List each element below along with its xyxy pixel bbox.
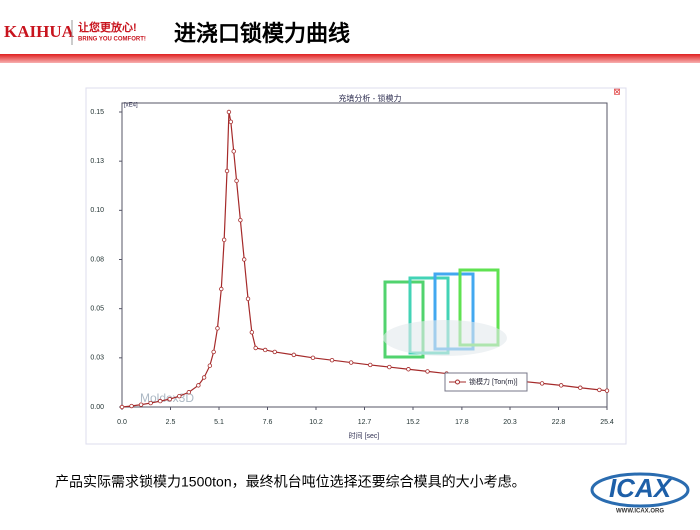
close-icon[interactable]: ⊠ (613, 86, 621, 96)
data-point (226, 109, 232, 115)
data-point (348, 360, 354, 365)
data-point (138, 402, 144, 407)
chart: 充填分析 - 锁模力 [xE4] 时间 [sec] 0.00 0.03 0.05 0.… (90, 93, 614, 440)
x-tick-label: 15.2 (406, 419, 420, 426)
data-point (186, 390, 192, 395)
y-unit: [xE4] (124, 103, 138, 109)
data-point (291, 352, 297, 358)
data-point (329, 357, 335, 363)
logo-ring (590, 472, 690, 508)
data-point (539, 381, 545, 386)
footer-site: WWW.ICAX.ORG (616, 509, 664, 515)
data-point (245, 296, 251, 302)
data-point (558, 383, 564, 388)
y-tick-label: 0.08 (90, 256, 104, 263)
y-tick-label: 0.03 (90, 355, 104, 362)
mold-frame (383, 280, 425, 359)
chart-panel (85, 87, 627, 445)
data-point (211, 349, 216, 355)
y-tick-label: 0.15 (90, 109, 104, 116)
legend-marker (455, 379, 460, 385)
data-point (228, 119, 234, 125)
x-tick-label: 20.3 (503, 419, 517, 426)
data-point (231, 149, 236, 154)
slogan-en: BRING YOU COMFORT! (78, 37, 146, 43)
header-band (0, 54, 700, 63)
x-tick-label: 22.8 (552, 419, 566, 426)
x-tick-label: 0.0 (117, 419, 127, 426)
legend-label: 锁模力 [Ton(m)] (469, 377, 518, 386)
footer-logo: ICAX (609, 473, 673, 503)
x-tick-label: 17.8 (455, 419, 469, 426)
data-point (221, 237, 227, 243)
y-tick-label: 0.05 (90, 306, 104, 313)
data-point (167, 396, 172, 402)
data-point (310, 355, 316, 361)
data-point (148, 400, 153, 406)
x-tick-label: 7.6 (263, 419, 273, 426)
data-point (406, 367, 411, 372)
data-point (597, 387, 602, 393)
mold-base (383, 320, 507, 356)
data-point (238, 217, 243, 223)
data-point (387, 364, 392, 370)
data-point (201, 375, 207, 380)
x-tick-label: 2.5 (166, 419, 176, 426)
data-point (177, 393, 182, 399)
data-point (119, 404, 125, 410)
data-point (215, 326, 220, 331)
chart-title: 充填分析 - 锁模力 (338, 93, 401, 103)
data-point (604, 388, 610, 393)
data-point (253, 345, 258, 351)
data-point (224, 168, 230, 174)
mold-graphic (383, 268, 507, 359)
data-point (272, 349, 277, 355)
data-point (425, 369, 430, 374)
y-tick-label: 0.13 (90, 158, 104, 165)
data-point (129, 403, 134, 409)
brand: KAIHUA (4, 22, 75, 41)
data-point (196, 383, 201, 388)
legend-box (444, 372, 528, 392)
footer-note: 产品实际需求锁模力1500ton，最终机台吨位选择还要综合模具的大小考虑。 (55, 474, 526, 490)
x-tick-label: 12.7 (358, 419, 372, 426)
x-tick-label: 5.1 (214, 419, 224, 426)
data-point (219, 286, 224, 292)
data-point (578, 385, 583, 390)
x-axis-label: 时间 [sec] (349, 431, 380, 440)
y-tick-label: 0.00 (90, 404, 104, 411)
x-tick-label: 10.2 (309, 419, 323, 426)
slide-title: 进浇口锁模力曲线 (174, 21, 350, 46)
data-point (157, 398, 163, 404)
data-point (242, 257, 247, 262)
x-tick-label: 25.4 (600, 419, 614, 426)
data-point (249, 330, 255, 335)
data-point (234, 178, 239, 184)
data-point (207, 363, 213, 368)
data-point (263, 347, 268, 353)
y-tick-label: 0.10 (90, 207, 104, 214)
data-point (368, 362, 373, 368)
slogan: 让您更放心! (78, 20, 137, 34)
